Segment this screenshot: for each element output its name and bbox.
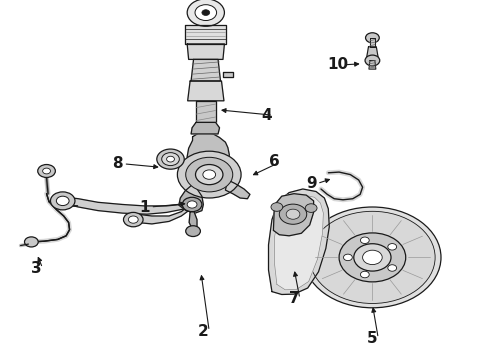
- Circle shape: [182, 197, 202, 212]
- Polygon shape: [269, 189, 329, 294]
- Circle shape: [388, 244, 396, 250]
- Circle shape: [361, 237, 369, 243]
- Text: 3: 3: [31, 261, 42, 276]
- Circle shape: [343, 254, 352, 261]
- Polygon shape: [369, 60, 376, 69]
- Circle shape: [310, 211, 435, 303]
- Circle shape: [366, 33, 379, 43]
- Polygon shape: [61, 197, 194, 214]
- Text: 6: 6: [269, 154, 280, 170]
- Polygon shape: [196, 101, 216, 122]
- Circle shape: [339, 233, 406, 282]
- Circle shape: [286, 209, 300, 219]
- Circle shape: [388, 265, 396, 271]
- Polygon shape: [191, 122, 220, 134]
- Circle shape: [203, 170, 216, 179]
- Circle shape: [177, 151, 241, 198]
- Circle shape: [186, 226, 200, 237]
- Circle shape: [187, 0, 224, 26]
- Polygon shape: [187, 132, 230, 196]
- Polygon shape: [179, 184, 203, 213]
- Polygon shape: [367, 47, 378, 59]
- Text: 2: 2: [198, 324, 209, 339]
- Circle shape: [279, 204, 307, 224]
- Polygon shape: [191, 59, 220, 81]
- Text: 5: 5: [367, 331, 378, 346]
- Polygon shape: [188, 81, 224, 101]
- Circle shape: [157, 149, 184, 169]
- Circle shape: [186, 157, 233, 192]
- Circle shape: [123, 212, 143, 227]
- Circle shape: [38, 165, 55, 177]
- Circle shape: [24, 237, 38, 247]
- Polygon shape: [131, 206, 191, 224]
- Polygon shape: [189, 212, 197, 230]
- Polygon shape: [273, 194, 314, 236]
- Circle shape: [128, 216, 138, 223]
- Circle shape: [365, 55, 380, 66]
- Circle shape: [363, 250, 382, 265]
- Circle shape: [50, 192, 75, 210]
- Polygon shape: [223, 72, 233, 77]
- Circle shape: [304, 207, 441, 308]
- Circle shape: [187, 201, 197, 208]
- Circle shape: [361, 271, 369, 278]
- Circle shape: [167, 156, 174, 162]
- Circle shape: [354, 244, 391, 271]
- Text: 1: 1: [139, 199, 150, 215]
- Circle shape: [162, 153, 179, 166]
- Polygon shape: [274, 195, 323, 290]
- Text: 7: 7: [289, 291, 299, 306]
- Polygon shape: [225, 180, 250, 199]
- Text: 9: 9: [306, 176, 317, 191]
- Circle shape: [56, 196, 69, 206]
- Text: 4: 4: [262, 108, 272, 123]
- Polygon shape: [370, 38, 375, 47]
- Circle shape: [305, 204, 317, 212]
- Text: 10: 10: [327, 57, 349, 72]
- Circle shape: [195, 5, 217, 21]
- Circle shape: [43, 168, 50, 174]
- Text: 8: 8: [112, 156, 123, 171]
- Circle shape: [202, 10, 210, 15]
- Circle shape: [271, 203, 283, 211]
- Polygon shape: [187, 44, 224, 59]
- Circle shape: [196, 165, 223, 185]
- Polygon shape: [185, 25, 226, 44]
